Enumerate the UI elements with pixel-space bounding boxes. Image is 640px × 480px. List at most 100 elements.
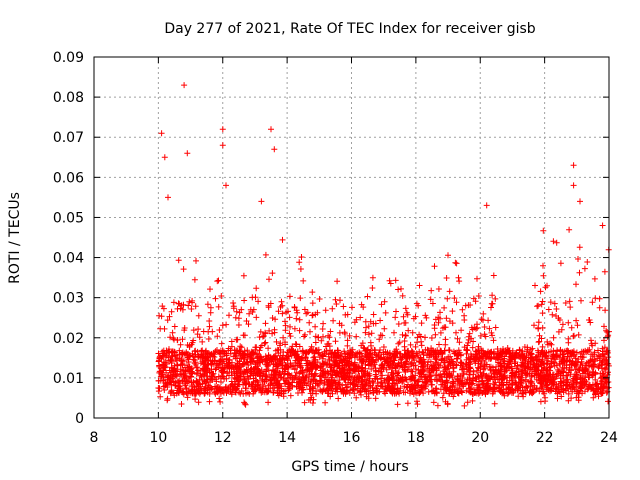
data-point xyxy=(456,339,463,346)
data-point xyxy=(337,297,343,304)
data-point xyxy=(199,358,206,365)
data-point xyxy=(431,325,438,332)
data-point xyxy=(596,304,603,311)
data-point xyxy=(234,383,241,390)
data-point xyxy=(518,361,525,368)
data-point xyxy=(557,380,564,387)
data-point xyxy=(248,348,255,355)
data-point xyxy=(257,328,264,335)
data-point xyxy=(377,347,383,353)
data-point xyxy=(478,377,485,384)
data-point xyxy=(496,376,503,382)
data-point xyxy=(223,321,230,328)
data-point xyxy=(383,386,390,393)
data-point xyxy=(224,387,231,394)
data-point xyxy=(392,314,399,321)
data-point xyxy=(474,275,480,282)
data-point xyxy=(177,305,184,312)
data-point xyxy=(578,297,584,304)
data-point xyxy=(176,383,183,390)
data-point xyxy=(441,371,448,378)
data-point xyxy=(529,345,536,352)
data-point xyxy=(206,350,213,357)
data-point xyxy=(296,327,303,334)
data-point xyxy=(330,317,337,324)
data-point xyxy=(418,338,425,345)
data-point xyxy=(398,285,404,292)
x-tick-label: 12 xyxy=(214,430,232,446)
data-point xyxy=(264,359,271,366)
data-point xyxy=(353,316,360,323)
data-point xyxy=(235,322,242,328)
data-point xyxy=(525,358,532,365)
data-point xyxy=(256,373,263,380)
data-point xyxy=(417,354,424,361)
data-point xyxy=(174,337,181,344)
data-point xyxy=(533,353,540,360)
data-point xyxy=(276,342,283,349)
data-point xyxy=(231,349,238,356)
data-point xyxy=(274,390,281,397)
data-point xyxy=(447,384,454,391)
data-point xyxy=(366,382,373,389)
data-point xyxy=(340,303,347,310)
data-point xyxy=(333,301,340,307)
data-point xyxy=(345,376,352,383)
data-point xyxy=(585,359,592,366)
data-point xyxy=(591,349,598,356)
data-point xyxy=(454,335,461,342)
data-point xyxy=(207,304,214,311)
data-point xyxy=(576,244,583,251)
data-point xyxy=(364,372,371,378)
data-point xyxy=(411,357,418,364)
data-point xyxy=(515,383,521,390)
data-point xyxy=(497,366,504,373)
data-point xyxy=(235,360,241,367)
data-point xyxy=(365,331,372,338)
data-point xyxy=(381,298,388,305)
data-point xyxy=(432,316,439,323)
data-point xyxy=(285,380,292,387)
data-point xyxy=(171,368,178,375)
data-point xyxy=(310,377,317,384)
data-point xyxy=(386,376,393,382)
data-point xyxy=(442,336,449,343)
data-point xyxy=(583,349,590,356)
data-point xyxy=(585,374,592,381)
data-point xyxy=(181,327,188,334)
data-point xyxy=(324,341,331,347)
data-point xyxy=(444,379,451,386)
data-point xyxy=(430,387,437,394)
data-point xyxy=(483,374,490,381)
data-point xyxy=(540,272,547,279)
data-point xyxy=(362,348,368,354)
data-point xyxy=(370,311,377,318)
data-point xyxy=(497,389,504,395)
y-tick-label: 0.09 xyxy=(53,50,84,66)
data-point xyxy=(292,351,299,358)
data-point xyxy=(254,350,261,357)
data-point xyxy=(195,399,202,406)
data-point xyxy=(162,380,169,386)
data-point xyxy=(592,376,599,383)
x-tick-label: 24 xyxy=(600,430,618,446)
data-point xyxy=(568,395,575,402)
data-point xyxy=(482,390,489,397)
data-point xyxy=(490,272,497,279)
data-point xyxy=(383,351,390,358)
data-point xyxy=(411,377,418,384)
data-point xyxy=(285,370,292,377)
data-point xyxy=(258,356,265,363)
data-point xyxy=(599,222,606,229)
data-point xyxy=(372,320,379,327)
data-point xyxy=(396,339,403,346)
x-tick-label: 22 xyxy=(536,430,554,446)
data-point xyxy=(212,295,219,302)
data-point xyxy=(217,385,224,392)
data-point xyxy=(393,346,400,353)
data-point xyxy=(404,400,411,407)
data-point xyxy=(578,385,585,392)
data-point xyxy=(532,282,538,289)
data-point xyxy=(228,343,235,350)
data-point xyxy=(591,275,598,282)
